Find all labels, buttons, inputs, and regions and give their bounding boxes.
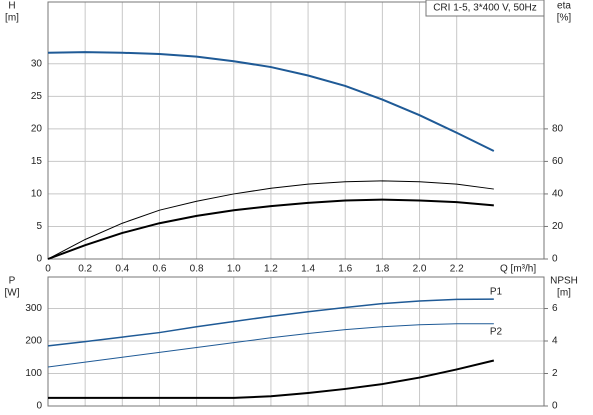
y-tick-label: 30 (31, 58, 43, 69)
y2-tick-label: 4 (552, 336, 558, 347)
chart-title: CRI 1-5, 3*400 V, 50Hz (433, 3, 537, 14)
curve (47, 180, 494, 260)
x-tick-label: 0.6 (153, 264, 167, 275)
y-axis-label: P (9, 276, 16, 287)
y2-axis-label: eta (557, 1, 571, 12)
y-tick-label: 15 (31, 156, 43, 167)
y2-axis-label: [%] (557, 13, 572, 24)
y2-tick-label: 0 (552, 401, 558, 412)
x-tick-label: 1.8 (375, 264, 389, 275)
x-tick-label: 0 (45, 264, 51, 275)
title-box (425, 0, 545, 17)
curve (48, 359, 495, 399)
x-tick-label: 1.0 (227, 264, 241, 275)
x-tick-label: 1.4 (301, 264, 315, 275)
plot-frame (47, 276, 545, 407)
y-axis-label: [m] (5, 13, 19, 24)
y-tick-label: 5 (36, 221, 42, 232)
y-tick-label: 20 (31, 124, 43, 135)
y2-tick-label: 60 (552, 156, 564, 167)
y-axis-label: H (8, 1, 15, 12)
x-tick-label: 1.2 (264, 264, 278, 275)
y-tick-label: 200 (25, 336, 42, 347)
y-tick-label: 300 (25, 303, 42, 314)
series-label: P2 (490, 326, 503, 337)
x-tick-label: 0.2 (78, 264, 92, 275)
curve (47, 198, 494, 260)
y-axis-label: [W] (5, 288, 20, 299)
curve (47, 323, 494, 368)
x-tick-label: 0.4 (115, 264, 129, 275)
series-label: P1 (490, 287, 503, 298)
x-tick-label: 2.0 (413, 264, 427, 275)
curve (47, 51, 495, 152)
y2-tick-label: 40 (552, 189, 564, 200)
x-tick-label: 1.6 (338, 264, 352, 275)
y2-tick-label: 0 (552, 254, 558, 265)
x-axis-label: Q [m³/h] (500, 264, 536, 275)
y-tick-label: 0 (36, 254, 42, 265)
y-tick-label: 10 (31, 189, 43, 200)
curve (47, 298, 494, 347)
y2-tick-label: 2 (552, 368, 558, 379)
y2-tick-label: 20 (552, 221, 564, 232)
y2-axis-label: [m] (557, 288, 571, 299)
x-tick-label: 2.2 (450, 264, 464, 275)
plot-frame (47, 1, 545, 260)
y2-tick-label: 80 (552, 124, 564, 135)
y-tick-label: 25 (31, 91, 43, 102)
y-tick-label: 100 (25, 368, 42, 379)
y2-tick-label: 6 (552, 303, 558, 314)
y-tick-label: 0 (36, 401, 42, 412)
y2-axis-label: NPSH (550, 276, 578, 287)
x-tick-label: 0.8 (190, 264, 204, 275)
